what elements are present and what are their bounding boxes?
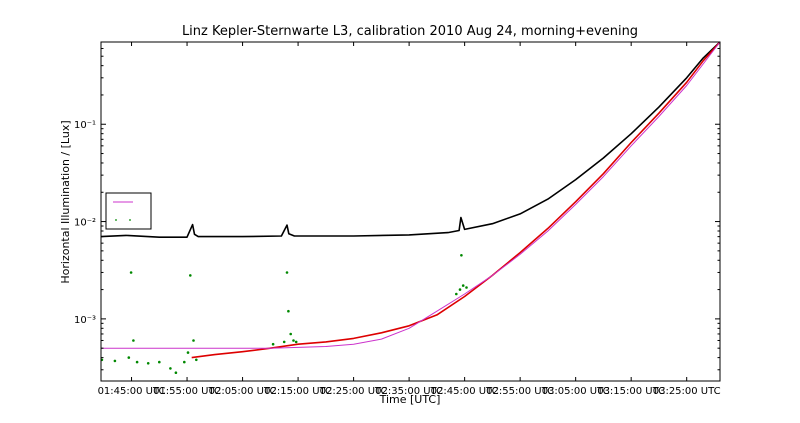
y-tick-label: 10⁻² bbox=[74, 218, 96, 229]
data-point bbox=[294, 340, 298, 344]
x-tick-label: 03:25:00 UTC bbox=[653, 386, 721, 397]
data-point bbox=[287, 309, 290, 313]
data-point bbox=[146, 362, 150, 365]
series-3-points bbox=[100, 254, 468, 375]
plot-frame bbox=[100, 41, 721, 382]
data-point bbox=[289, 332, 293, 336]
legend-dot-swatch-2 bbox=[129, 219, 131, 221]
y-tick-label: 10⁻³ bbox=[74, 315, 96, 326]
data-point bbox=[183, 360, 186, 364]
data-point bbox=[285, 271, 289, 274]
x-axis-label: Time [UTC] bbox=[379, 393, 441, 406]
data-point bbox=[458, 288, 462, 291]
legend bbox=[105, 192, 152, 230]
data-point bbox=[135, 360, 139, 364]
series-2-line bbox=[101, 41, 721, 349]
series-layer bbox=[100, 41, 721, 375]
data-point bbox=[186, 351, 190, 354]
legend-box bbox=[105, 192, 152, 230]
x-tick-label: 01:55:00 UTC bbox=[153, 386, 221, 397]
x-tick-label: 01:45:00 UTC bbox=[98, 386, 166, 397]
x-tick-label: 02:35:00 UTC bbox=[375, 386, 443, 397]
series-1-line bbox=[191, 41, 721, 359]
data-point bbox=[192, 339, 195, 342]
data-point bbox=[195, 358, 198, 362]
data-point bbox=[129, 271, 133, 274]
data-point bbox=[271, 342, 275, 346]
x-tick-label: 02:05:00 UTC bbox=[209, 386, 277, 397]
y-tick-label: 10⁻¹ bbox=[74, 120, 96, 131]
data-point bbox=[455, 292, 458, 296]
data-point bbox=[158, 360, 161, 364]
data-point bbox=[113, 359, 117, 363]
data-point bbox=[169, 367, 172, 370]
data-point bbox=[189, 274, 192, 277]
data-point bbox=[292, 339, 295, 342]
legend-dot-swatch-1 bbox=[115, 219, 117, 221]
data-point bbox=[132, 339, 135, 342]
x-tick-label: 02:15:00 UTC bbox=[264, 386, 332, 397]
data-point bbox=[127, 356, 131, 359]
data-point bbox=[282, 340, 286, 344]
series-0-line bbox=[100, 41, 721, 238]
x-tick-label: 02:55:00 UTC bbox=[486, 386, 554, 397]
data-point bbox=[460, 254, 463, 257]
x-tick-label: 02:25:00 UTC bbox=[320, 386, 388, 397]
data-point bbox=[465, 286, 468, 289]
chart-title: Linz Kepler-Sternwarte L3, calibration 2… bbox=[182, 24, 638, 39]
data-point bbox=[174, 371, 178, 375]
x-tick-label: 03:05:00 UTC bbox=[542, 386, 610, 397]
y-axis-label: Horizontal Illumination / [Lux] bbox=[59, 120, 72, 283]
x-tick-label: 02:45:00 UTC bbox=[431, 386, 499, 397]
data-point bbox=[461, 284, 465, 287]
x-tick-label: 03:15:00 UTC bbox=[597, 386, 665, 397]
